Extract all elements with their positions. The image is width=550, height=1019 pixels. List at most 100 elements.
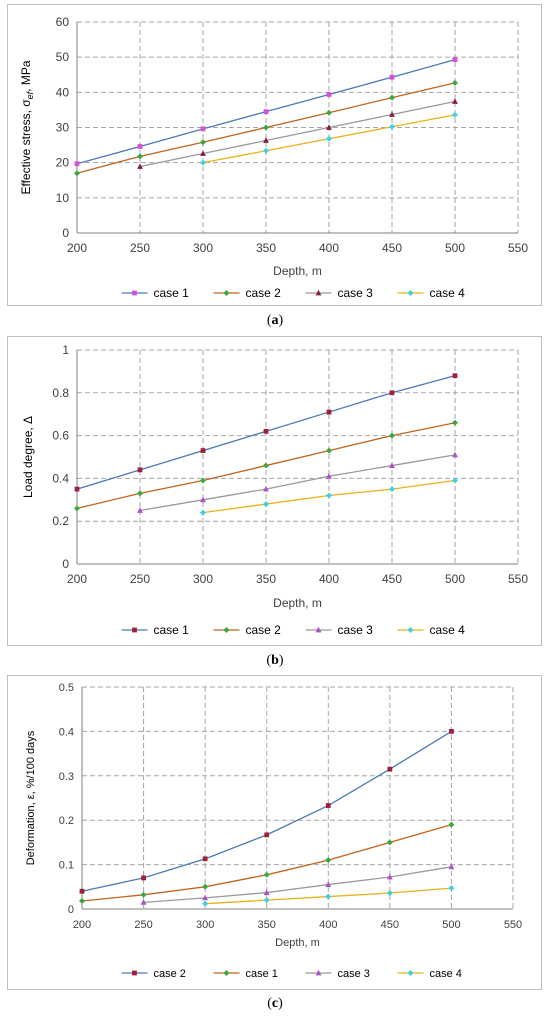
legend-item: case 3 [305, 968, 370, 980]
x-tick-label: 300 [196, 919, 214, 931]
y-tick-label: 30 [56, 121, 70, 135]
series-case-3 [137, 451, 458, 513]
y-tick-label: 10 [56, 191, 70, 205]
data-point [389, 390, 395, 396]
data-point [202, 856, 208, 862]
legend-item: case 1 [121, 623, 190, 637]
legend-swatch-marker [132, 290, 137, 296]
x-tick-label: 250 [134, 919, 152, 931]
series-case-4 [200, 111, 458, 166]
legend-label: case 4 [430, 968, 462, 980]
legend-swatch-marker [407, 627, 414, 633]
legend: case 2 case 1 case 3 case 4 [121, 968, 462, 980]
panel-label-a: (a) [266, 313, 284, 328]
series-case-2 [74, 419, 458, 512]
x-tick-label: 200 [67, 241, 87, 255]
x-tick-label: 450 [382, 241, 402, 255]
legend-label: case 3 [338, 968, 370, 980]
legend-item: case 4 [397, 286, 465, 300]
data-point [326, 492, 332, 499]
legend-item: case 3 [305, 623, 373, 637]
data-point [326, 109, 332, 116]
y-tick-label: 60 [56, 15, 70, 29]
x-tick-label: 500 [442, 919, 460, 931]
y-tick-label: 40 [56, 85, 70, 99]
data-point [389, 94, 395, 101]
data-point [200, 509, 206, 516]
y-tick-label: 0.8 [52, 386, 69, 400]
series-case-3 [140, 863, 455, 905]
x-tick-label: 300 [193, 241, 213, 255]
data-point [326, 135, 332, 142]
data-point [448, 821, 455, 828]
panel-label-c: (c) [267, 996, 283, 1011]
legend-swatch-marker [315, 626, 322, 633]
chart-panel-c [7, 675, 542, 990]
data-point [389, 123, 395, 130]
data-point [452, 111, 458, 118]
legend-label: case 1 [246, 968, 278, 980]
y-tick-label: 0.1 [59, 860, 74, 872]
data-point [263, 462, 269, 469]
data-point [389, 462, 395, 468]
legend-swatch-marker [407, 290, 414, 296]
legend-item: case 2 [121, 968, 186, 980]
y-tick-label: 20 [56, 156, 70, 170]
data-point [263, 137, 269, 143]
x-tick-label: 200 [67, 572, 87, 586]
y-tick-label: 0.5 [59, 682, 74, 694]
data-point [325, 803, 331, 808]
data-point [326, 124, 332, 130]
legend: case 1 case 2 case 3 case 4 [121, 623, 466, 637]
data-point [74, 161, 80, 167]
data-point [200, 126, 206, 132]
data-point [325, 893, 332, 900]
data-point [389, 111, 395, 117]
data-point [202, 894, 209, 901]
data-point [74, 505, 80, 512]
legend-item: case 3 [305, 286, 373, 300]
data-point [200, 477, 206, 484]
data-point [326, 447, 332, 454]
series-case-1 [74, 57, 458, 167]
data-point [263, 889, 270, 895]
series-case-2 [74, 79, 458, 177]
data-point [452, 98, 458, 104]
y-tick-label: 0.3 [59, 771, 74, 783]
data-point [74, 170, 80, 177]
data-point [137, 490, 143, 497]
y-tick-label: 0.6 [52, 429, 69, 443]
data-point [141, 875, 146, 881]
series-case-1 [79, 821, 455, 905]
data-point [137, 467, 143, 473]
data-point [452, 451, 458, 458]
y-axis-title: Load degree, Δ [21, 416, 35, 498]
legend-label: case 1 [154, 623, 190, 637]
legend-item: case 4 [397, 623, 466, 637]
data-point [452, 57, 458, 63]
x-axis-title: Depth, m [275, 937, 320, 949]
data-point [140, 899, 147, 905]
y-axis-title: Deformation, ε, %/100 days [25, 730, 37, 865]
x-tick-label: 250 [130, 241, 150, 255]
data-point [452, 373, 458, 379]
x-tick-label: 550 [508, 241, 528, 255]
x-tick-label: 350 [256, 572, 276, 586]
legend-item: case 2 [213, 286, 281, 300]
x-tick-label: 400 [319, 572, 339, 586]
data-point [387, 766, 393, 772]
series-case-4 [202, 885, 455, 907]
panel-label-b: (b) [266, 653, 284, 668]
data-point [263, 109, 269, 115]
chart-panel-a [7, 4, 542, 306]
data-point [326, 92, 332, 97]
series-line [139, 100, 456, 168]
data-point [200, 139, 206, 146]
data-point [137, 507, 143, 513]
data-point [263, 501, 269, 508]
legend-item: case 1 [121, 286, 189, 300]
y-tick-label: 0 [62, 226, 69, 240]
data-point [200, 496, 206, 503]
legend-swatch-marker [132, 970, 137, 976]
legend-label: case 4 [430, 623, 466, 637]
